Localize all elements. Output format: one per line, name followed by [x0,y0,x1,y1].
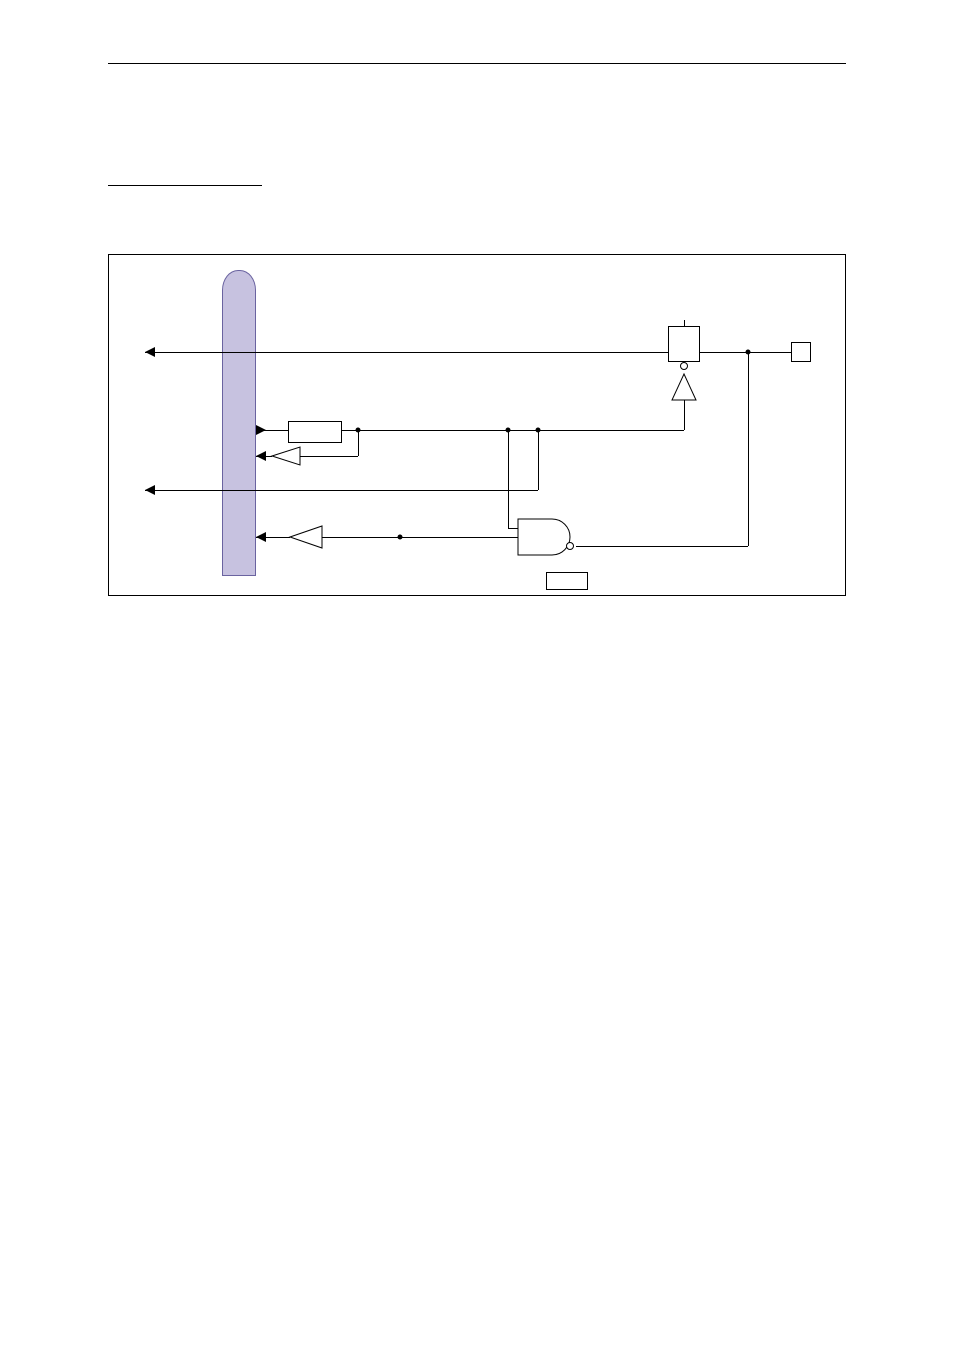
wire-and-top-stub [508,528,518,529]
wire-and-top-v [508,430,509,528]
arrow-en-into-bus-icon [256,532,266,542]
node-ddr [356,428,361,433]
pin-pad [791,342,811,362]
figure-frame [108,254,846,596]
wire-bufup-in [684,400,685,430]
page [0,0,954,1351]
wire-ddr-out [342,430,684,431]
latch-q-bubble [680,362,688,370]
arrow-rd-into-bus-icon [256,451,266,461]
bus [222,294,256,576]
arrow-ddr-from-bus-icon [256,425,266,435]
wire-and-bot-in [576,546,748,547]
and-output-bubble [566,542,574,550]
section-underline [108,185,262,186]
wire-ddr-rd-v [358,430,359,456]
wire-rd-in [300,456,358,457]
latch [668,326,700,362]
node-mid [536,428,541,433]
latch-clk-stub [684,320,685,326]
wire-top-out [145,352,668,353]
wire-mid-down [538,430,539,490]
schematic-svg [0,0,954,1351]
arrow-mid-into-bus-icon [145,485,155,495]
wire-en-in [322,537,518,538]
arrow-top-into-bus-icon [145,347,155,357]
node-top [746,350,751,355]
wire-right-down [748,352,749,546]
ddr-register [288,421,342,443]
node-en [398,535,403,540]
wire-mid-left [145,490,538,491]
legend-swatch [546,572,588,590]
node-and-top [506,428,511,433]
page-top-rule [108,63,846,64]
